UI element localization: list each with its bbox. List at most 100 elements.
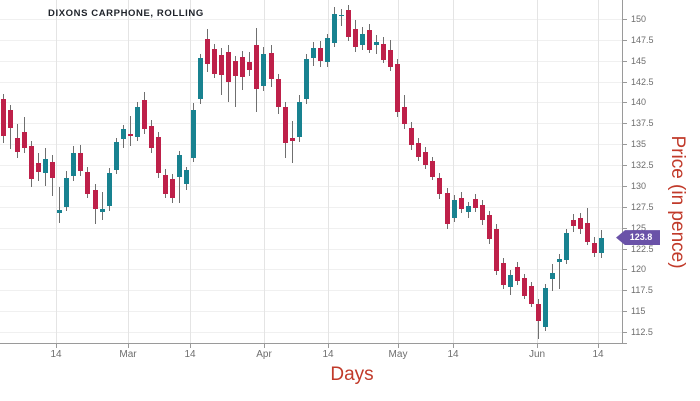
candle-body — [247, 61, 253, 70]
candle-body — [486, 215, 492, 240]
y-tick-mark — [622, 123, 627, 125]
x-tick-mark — [190, 344, 191, 348]
candle-wick — [101, 191, 103, 221]
x-tick-mark — [453, 344, 454, 348]
plot-area — [0, 0, 622, 343]
candle-body — [564, 232, 570, 261]
y-tick-mark — [622, 227, 627, 229]
gridline-vertical — [453, 0, 454, 343]
y-tick-mark — [622, 81, 627, 83]
candle-body — [198, 58, 204, 100]
gridline-vertical — [190, 0, 191, 343]
x-tick-mark — [264, 344, 265, 348]
y-tick-label: 132.5 — [631, 160, 654, 171]
candle-body — [338, 14, 344, 17]
gridline-horizontal — [0, 227, 622, 229]
candle-wick — [559, 253, 561, 290]
candle-body — [500, 262, 506, 286]
y-tick-label: 147.5 — [631, 34, 654, 45]
gridline-horizontal — [0, 165, 622, 167]
candle-body — [177, 155, 182, 177]
candle-body — [268, 53, 274, 80]
candle-body — [169, 179, 175, 198]
y-axis-label: Price (in pence) — [667, 135, 688, 269]
gridline-vertical — [598, 0, 599, 343]
candle-body — [71, 152, 77, 176]
x-tick-mark — [398, 344, 399, 348]
candle-body — [585, 222, 591, 242]
x-tick-mark — [328, 344, 329, 348]
candle-body — [550, 272, 556, 280]
y-tick-mark — [622, 60, 627, 62]
y-tick-label: 115 — [631, 306, 646, 317]
y-tick-label: 125 — [631, 222, 647, 233]
candle-body — [289, 138, 295, 141]
candle-body — [85, 171, 91, 195]
candle-body — [134, 106, 140, 137]
y-tick-label: 150 — [631, 14, 647, 24]
candle-body — [22, 131, 28, 148]
gridline-horizontal — [0, 248, 622, 250]
candle-body — [50, 161, 56, 179]
candle-body — [416, 143, 422, 157]
candle-body — [353, 29, 358, 48]
candle-body — [529, 286, 534, 304]
y-tick-label: 135 — [631, 139, 647, 150]
candle-body — [472, 199, 478, 208]
y-tick-label: 120 — [631, 264, 647, 275]
last-price-value: 123.8 — [629, 232, 653, 243]
candle-body — [479, 205, 485, 221]
candle-body — [113, 141, 119, 171]
candle-body — [184, 170, 190, 185]
gridline-horizontal — [0, 123, 622, 125]
gridline-vertical — [398, 0, 399, 343]
candle-body — [141, 99, 147, 130]
candle-body — [212, 49, 218, 75]
x-tick-label: Apr — [256, 349, 272, 360]
candle-body — [127, 134, 133, 136]
candle-body — [557, 258, 563, 262]
gridline-horizontal — [0, 144, 622, 146]
gridline-horizontal — [0, 102, 622, 104]
y-tick-label: 130 — [631, 180, 647, 191]
candle-body — [367, 29, 373, 50]
gridline-horizontal — [0, 206, 622, 208]
candle-body — [120, 129, 126, 140]
candle-body — [521, 277, 527, 297]
candle-body — [240, 57, 246, 77]
candle-body — [381, 44, 387, 60]
candle-body — [15, 137, 21, 152]
x-tick-label: 14 — [447, 349, 459, 360]
y-tick-label: 117.5 — [631, 285, 653, 296]
gridline-horizontal — [0, 332, 622, 333]
y-tick-mark — [622, 165, 627, 167]
candle-body — [261, 54, 267, 86]
candle-body — [543, 287, 549, 327]
y-tick-label: 112.5 — [631, 327, 653, 337]
candle-body — [360, 34, 366, 45]
gridline-horizontal — [0, 19, 622, 20]
gridline-horizontal — [0, 81, 622, 83]
candle-body — [592, 242, 598, 253]
candle-body — [92, 190, 98, 210]
candle-body — [578, 218, 584, 230]
candle-body — [282, 106, 288, 143]
candle-body — [345, 9, 351, 37]
x-tick-label: Jun — [528, 349, 546, 360]
x-axis-label: Days — [330, 364, 374, 385]
candle-body — [493, 228, 499, 272]
y-tick-mark — [622, 290, 627, 292]
y-tick-label: 137.5 — [631, 118, 654, 129]
candle-body — [64, 177, 70, 207]
gridline-vertical — [328, 0, 329, 343]
candle-body — [451, 200, 457, 218]
x-axis-line — [0, 343, 627, 344]
candle-body — [233, 60, 239, 76]
candle-body — [599, 237, 605, 253]
x-tick-mark — [128, 344, 129, 348]
candle-body — [458, 197, 464, 210]
candle-body — [219, 54, 225, 75]
candle-body — [191, 109, 197, 158]
x-tick-label: 14 — [322, 349, 334, 360]
y-tick-mark — [622, 144, 627, 146]
